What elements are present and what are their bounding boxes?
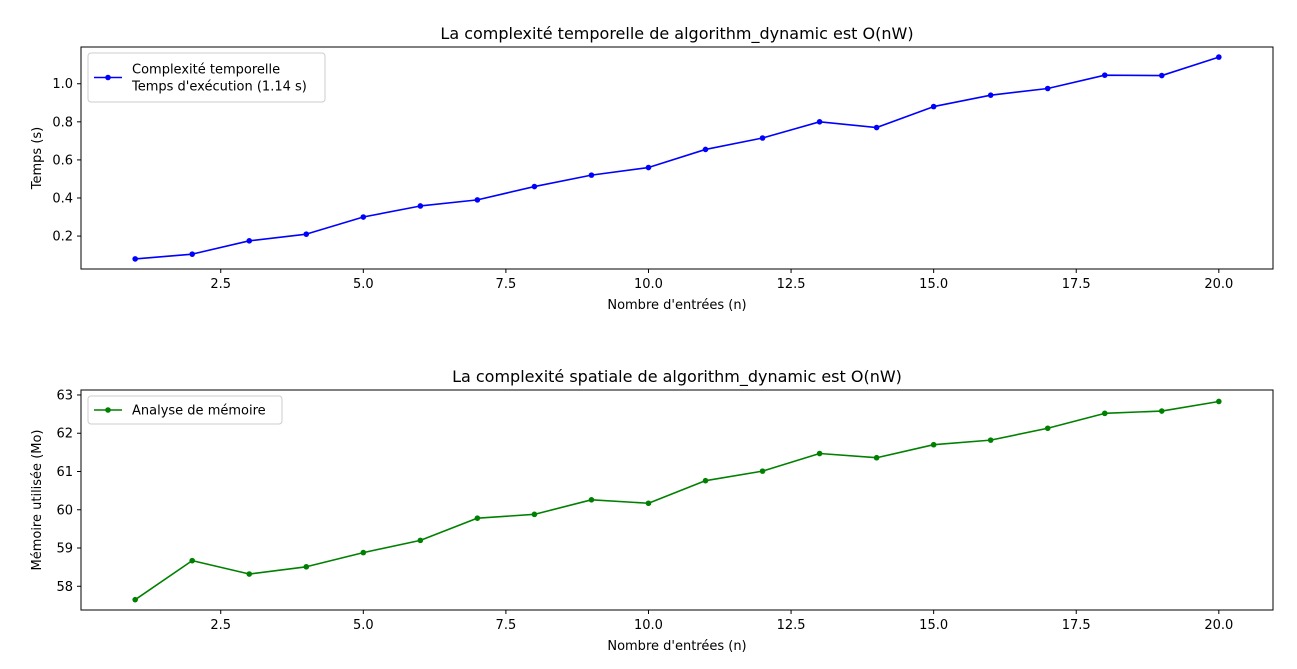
data-point <box>873 454 880 461</box>
data-point <box>132 596 138 603</box>
y-tick-label: 62 <box>56 427 73 442</box>
data-point <box>930 103 937 110</box>
x-tick-label: 7.5 <box>496 277 517 292</box>
data-point <box>816 450 823 457</box>
data-point <box>474 197 481 203</box>
x-tick-label: 2.5 <box>210 618 231 633</box>
data-point <box>246 571 253 577</box>
y-tick-label: 63 <box>56 388 73 403</box>
data-point <box>246 238 253 244</box>
y-tick-label: 0.8 <box>52 115 73 130</box>
x-axis-label: Nombre d'entrées (n) <box>607 298 746 313</box>
data-point <box>132 256 138 262</box>
chart-title: La complexité temporelle de algorithm_dy… <box>440 24 913 44</box>
data-point <box>987 92 994 98</box>
data-point <box>417 203 424 209</box>
data-point <box>759 135 766 141</box>
plot-frame <box>80 389 1274 611</box>
data-point <box>759 468 766 474</box>
data-point <box>1216 54 1222 60</box>
x-tick-label: 7.5 <box>496 618 517 633</box>
x-tick-label: 20.0 <box>1204 277 1233 292</box>
data-point <box>360 549 367 556</box>
y-tick-label: 0.2 <box>52 230 73 245</box>
data-point <box>588 497 595 503</box>
series-line <box>135 56 1220 260</box>
data-point <box>417 537 424 544</box>
x-tick-label: 15.0 <box>919 618 948 633</box>
data-point <box>531 183 538 190</box>
data-point <box>702 146 709 153</box>
chart-2: La complexité spatiale de algorithm_dyna… <box>30 367 1274 654</box>
data-point <box>1044 425 1051 432</box>
data-point <box>360 214 367 220</box>
y-tick-label: 59 <box>56 542 73 557</box>
x-tick-label: 17.5 <box>1062 618 1091 633</box>
data-point <box>531 511 538 518</box>
y-tick-label: 58 <box>56 580 73 595</box>
x-axis-label: Nombre d'entrées (n) <box>607 639 746 654</box>
x-tick-label: 15.0 <box>919 277 948 292</box>
data-point <box>873 124 880 131</box>
data-point <box>1101 72 1108 78</box>
chart-title: La complexité spatiale de algorithm_dyna… <box>452 367 902 387</box>
legend-label: Complexité temporelle <box>132 63 280 78</box>
x-tick-label: 5.0 <box>353 618 374 633</box>
y-tick-label: 1.0 <box>52 77 73 92</box>
x-tick-label: 20.0 <box>1204 618 1233 633</box>
data-point <box>474 515 481 521</box>
y-tick-label: 0.6 <box>52 153 73 168</box>
legend-box <box>87 52 326 103</box>
data-point <box>816 119 823 125</box>
data-point <box>1044 85 1051 92</box>
data-point <box>588 172 595 178</box>
legend-marker <box>105 407 111 413</box>
y-axis-label: Mémoire utilisée (Mo) <box>30 429 45 570</box>
x-tick-label: 10.0 <box>634 618 663 633</box>
y-axis-label: Temps (s) <box>30 127 45 190</box>
data-point <box>930 441 937 448</box>
x-tick-label: 17.5 <box>1062 277 1091 292</box>
data-point <box>1158 408 1165 414</box>
chart-1: La complexité temporelle de algorithm_dy… <box>30 24 1274 313</box>
legend-label: Analyse de mémoire <box>132 404 266 419</box>
x-tick-label: 5.0 <box>353 277 374 292</box>
legend-box <box>87 395 283 425</box>
data-point <box>303 563 310 570</box>
y-tick-label: 60 <box>56 503 73 518</box>
x-tick-label: 2.5 <box>210 277 231 292</box>
data-point <box>189 557 196 564</box>
data-point <box>645 164 652 171</box>
data-point <box>1101 410 1108 417</box>
y-tick-label: 61 <box>56 465 73 480</box>
x-tick-label: 10.0 <box>634 277 663 292</box>
x-tick-label: 12.5 <box>777 618 806 633</box>
y-tick-label: 0.4 <box>52 191 73 206</box>
plot-frame <box>80 46 1274 270</box>
series-line <box>134 400 1219 601</box>
legend-marker <box>105 74 111 81</box>
data-point <box>987 437 994 443</box>
legend-label: Temps d'exécution (1.14 s) <box>131 80 307 95</box>
x-tick-label: 12.5 <box>777 277 806 292</box>
data-point <box>645 500 652 507</box>
data-point <box>1158 72 1165 79</box>
data-point <box>303 231 310 237</box>
data-point <box>189 251 196 257</box>
data-point <box>1216 398 1222 405</box>
data-point <box>702 477 709 484</box>
